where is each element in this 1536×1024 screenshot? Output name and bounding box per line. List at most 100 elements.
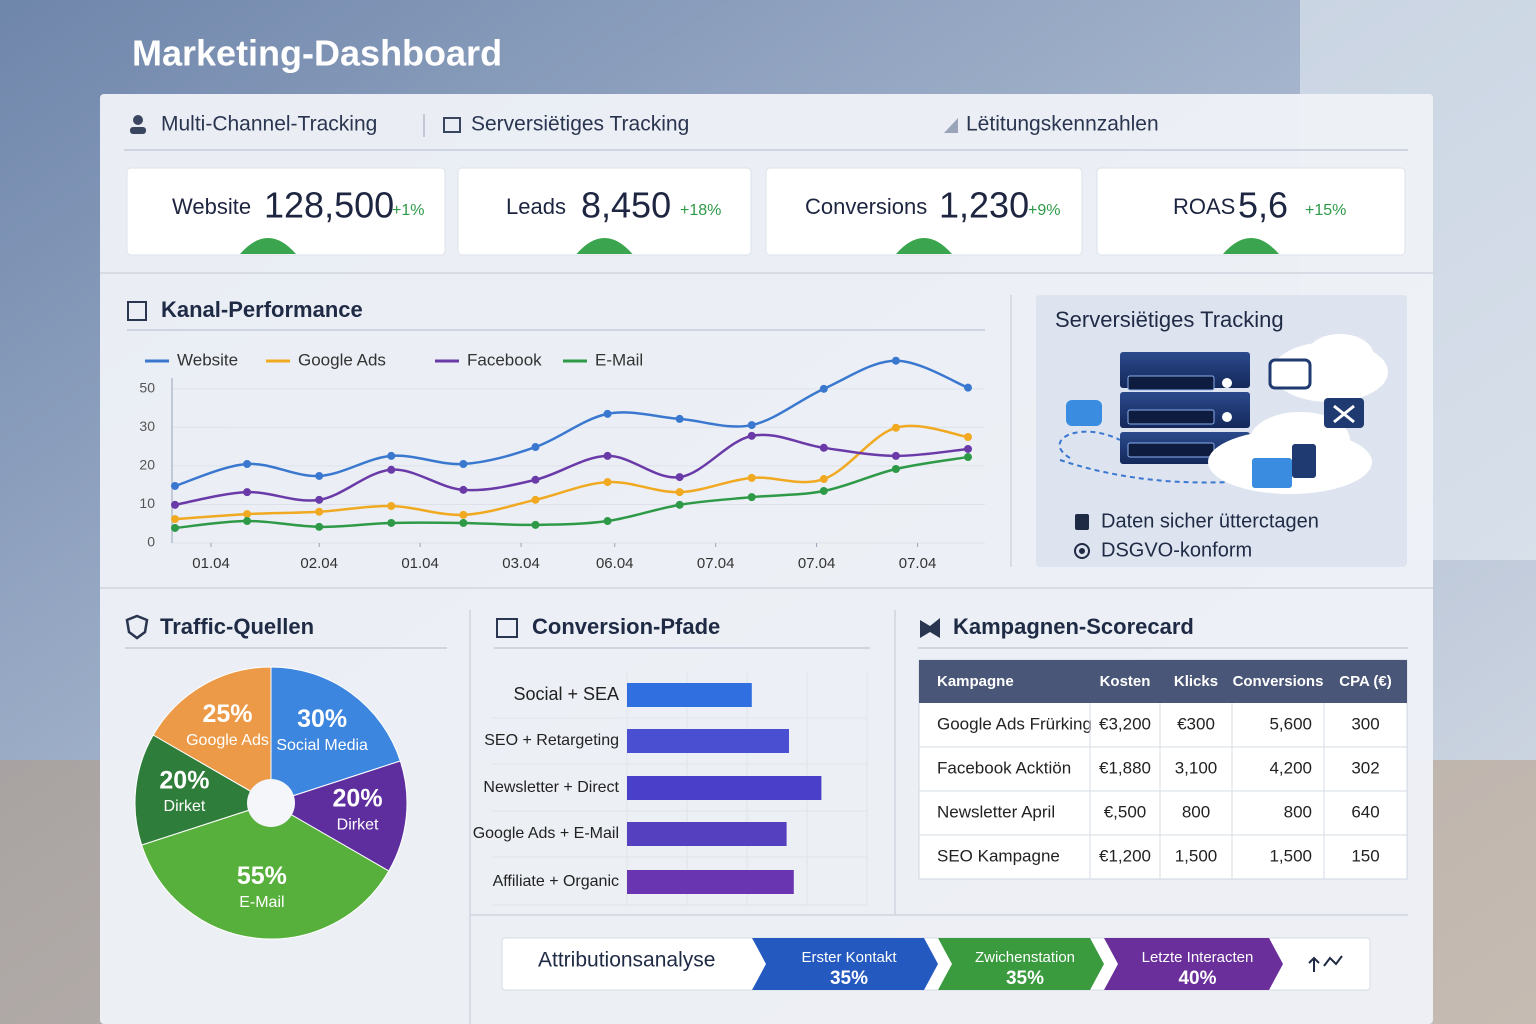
pie-value-label: 20%: [333, 785, 383, 813]
legend-label: Website: [177, 350, 238, 369]
pie-hole: [247, 779, 295, 827]
pie-value-label: 20%: [159, 767, 209, 795]
line-point: [387, 451, 396, 460]
x-tick-label: 01.04: [401, 555, 439, 572]
line-point: [171, 515, 179, 524]
table-header-cell: Klicks: [1174, 673, 1218, 690]
chat-icon: [1066, 400, 1102, 426]
pie-value-label: 25%: [202, 700, 252, 728]
table-cell: 3,100: [1175, 758, 1218, 777]
line-point: [747, 431, 756, 440]
line-point: [171, 523, 179, 532]
pie-value-label: 55%: [237, 862, 287, 890]
line-point: [964, 433, 972, 442]
line-point: [387, 465, 396, 474]
line-point: [819, 486, 828, 495]
line-point: [243, 517, 252, 526]
line-point: [171, 481, 179, 490]
icon: [130, 127, 146, 134]
table-cell: 1,500: [1175, 846, 1218, 865]
y-tick-label: 0: [147, 534, 155, 550]
x-tick-label: 07.04: [899, 555, 937, 572]
line-point: [603, 517, 612, 526]
y-tick-label: 30: [139, 418, 155, 434]
kpi-label: Conversions: [805, 194, 927, 219]
line-point: [315, 522, 324, 531]
line-point: [243, 459, 252, 468]
line-point: [891, 423, 900, 432]
line-point: [891, 451, 900, 460]
pie-slice: [270, 666, 401, 804]
pie-label: Dirket: [337, 816, 379, 833]
table-header-cell: Kampagne: [937, 673, 1014, 690]
panel-item: Daten sicher ütterctagen: [1101, 510, 1319, 532]
tab[interactable]: Serversiëtiges Tracking: [471, 113, 689, 136]
kpi-value: 8,450: [581, 185, 671, 226]
section-title: Kampagnen-Scorecard: [953, 614, 1194, 639]
line-point: [459, 518, 468, 527]
line-point: [819, 475, 828, 484]
line-point: [747, 421, 756, 430]
table-cell: 150: [1351, 846, 1379, 865]
step-label: Letzte Interacten: [1142, 949, 1254, 966]
kpi-change: +1%: [392, 202, 424, 219]
icon: [1308, 955, 1343, 972]
bar: [627, 683, 752, 707]
line-point: [459, 459, 468, 468]
line-point: [243, 488, 252, 497]
y-tick-label: 10: [139, 495, 155, 511]
server-slot: [1127, 409, 1215, 425]
x-tick-label: 03.04: [502, 555, 540, 572]
table-header-cell: Conversions: [1233, 673, 1324, 690]
line-point: [315, 471, 324, 480]
x-tick-label: 01.04: [192, 555, 230, 572]
icon: [1079, 548, 1085, 554]
line-point: [315, 495, 324, 504]
table-cell: Facebook Acktiön: [937, 758, 1071, 777]
line-point: [315, 507, 324, 516]
pie-label: Google Ads: [186, 732, 269, 749]
led: [1222, 412, 1232, 422]
table-cell: 1,500: [1269, 846, 1312, 865]
panel-item: DSGVO-konform: [1101, 539, 1252, 561]
pie-slice: [134, 734, 273, 846]
table-cell: €1,200: [1099, 846, 1151, 865]
pie-label: E-Mail: [239, 894, 284, 911]
tab[interactable]: Lëtitungskennzahlen: [966, 113, 1159, 136]
pie-slice: [152, 666, 272, 804]
bar: [627, 776, 822, 800]
bar-label: Affiliate + Organic: [493, 873, 619, 890]
table-cell: €300: [1177, 714, 1215, 733]
legend-label: Google Ads: [298, 350, 386, 369]
x-tick-label: 07.04: [798, 555, 836, 572]
line-point: [243, 510, 252, 519]
bar: [627, 729, 789, 753]
line-point: [531, 520, 540, 529]
pie-label: Dirket: [164, 798, 206, 815]
attribution-step: [938, 938, 1104, 990]
kpi-trend: [896, 238, 952, 254]
icon: [920, 618, 940, 638]
line-point: [531, 475, 540, 484]
step-value: 40%: [1178, 968, 1216, 989]
table-cell: Newsletter April: [937, 802, 1055, 821]
kpi-card: [765, 167, 1083, 256]
step-value: 35%: [1006, 968, 1044, 989]
connector: [1058, 430, 1121, 459]
tab[interactable]: Multi-Channel-Tracking: [161, 113, 377, 136]
bar: [627, 870, 794, 894]
line-point: [531, 443, 540, 452]
bar: [627, 822, 787, 846]
led: [1222, 378, 1232, 388]
server-slot: [1127, 375, 1215, 391]
x-tick-label: 06.04: [596, 555, 634, 572]
bar-label: Newsletter + Direct: [483, 779, 619, 796]
pie-slice: [269, 760, 408, 872]
line-point: [964, 444, 972, 453]
icon: [944, 118, 958, 133]
table-header-cell: Kosten: [1100, 673, 1151, 690]
y-tick-label: 50: [139, 380, 155, 396]
kpi-card: [1096, 167, 1406, 256]
line-point: [387, 518, 396, 527]
